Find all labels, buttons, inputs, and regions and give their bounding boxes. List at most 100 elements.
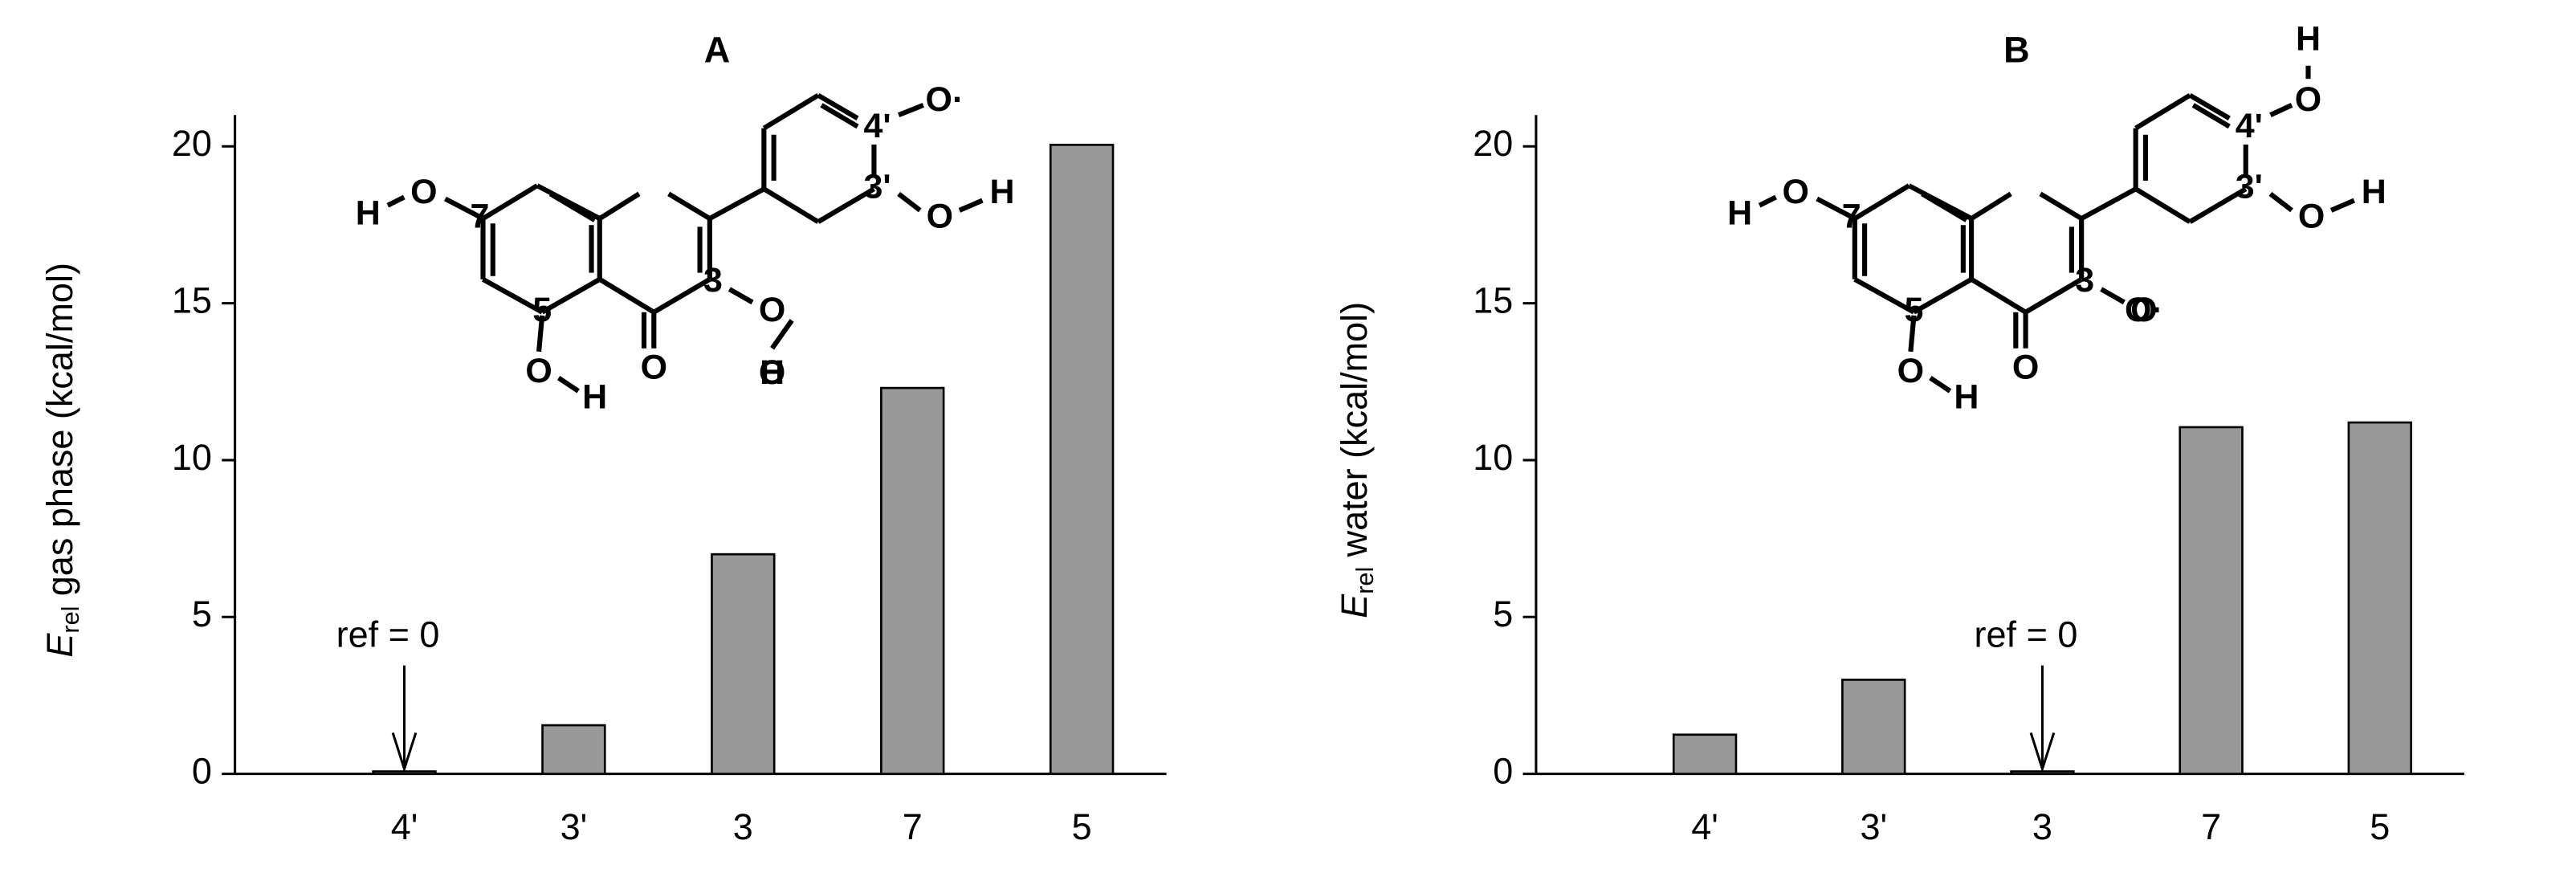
bond [2188, 93, 2231, 120]
chart-title: B [2003, 29, 2030, 70]
annotation: ref = 0 [336, 614, 440, 655]
atom-label: 5 [532, 291, 552, 329]
bond [667, 191, 711, 221]
x-tick-label: 3' [1860, 806, 1887, 847]
y-label-subscript: rel [56, 606, 84, 634]
bond [817, 186, 875, 224]
y-label-subscript: rel [1351, 567, 1379, 594]
y-tick-label: 5 [192, 593, 212, 634]
atom-label: O [1782, 173, 1808, 211]
bond [770, 319, 794, 350]
bond [1758, 194, 1777, 208]
atom-label: H [760, 353, 785, 392]
y-label-text: water (kcal/mol) [1334, 302, 1375, 558]
bond [536, 315, 545, 353]
atom-label: H [356, 194, 381, 232]
atom-label: O [759, 353, 785, 392]
bar [2179, 426, 2244, 775]
bond [444, 196, 484, 221]
y-axis-label: Erel gas phase (kcal/mol) [39, 263, 84, 658]
bar [1841, 679, 1906, 775]
y-tick-label: 0 [192, 750, 212, 791]
atom-label: O [927, 197, 953, 235]
y-label-symbol: E [1334, 593, 1375, 618]
bond [598, 277, 655, 315]
y-label-text: gas phase (kcal/mol) [39, 263, 80, 596]
atom-label: O· [2125, 291, 2163, 329]
bond [2269, 103, 2293, 117]
annotation-arrowhead [391, 732, 418, 773]
x-tick-label: 4' [1691, 806, 1718, 847]
bond [1853, 277, 1915, 315]
bond [728, 287, 754, 305]
atom-label: 3' [863, 168, 891, 206]
x-tick-label: 7 [903, 806, 923, 847]
bond [820, 103, 859, 129]
bond [2188, 186, 2248, 224]
x-tick-label: 4' [391, 806, 418, 847]
atom-label: 7 [470, 197, 489, 235]
atom-label: 3 [2075, 261, 2094, 300]
y-tick-label: 15 [1473, 280, 1513, 321]
bond [548, 191, 597, 222]
y-tick-label: 10 [172, 437, 212, 478]
atom-label: O [410, 173, 437, 211]
bond [1970, 191, 2012, 221]
bond [652, 277, 711, 315]
atom-label: 7 [1842, 197, 1861, 235]
x-tick-label: 5 [2370, 806, 2390, 847]
atom-label: H [1954, 377, 1979, 416]
atom-label: H [2296, 19, 2321, 58]
bond [598, 191, 641, 221]
bond [540, 277, 601, 315]
bond [2134, 186, 2191, 224]
atom-label: H [2362, 173, 2386, 211]
bond [958, 198, 984, 213]
bond [1921, 191, 1968, 222]
bond [2191, 103, 2231, 129]
atom-label: O [1897, 352, 1924, 390]
bond [2024, 277, 2083, 315]
bond [2329, 198, 2355, 213]
bar [541, 724, 606, 775]
bond [897, 103, 924, 118]
x-tick-label: 3 [733, 806, 753, 847]
atom-label: 5 [1905, 291, 1924, 329]
x-tick-label: 7 [2201, 806, 2221, 847]
bar [2347, 421, 2412, 775]
y-tick-label: 0 [1493, 750, 1513, 791]
y-tick-label: 15 [172, 280, 212, 321]
y-axis-label: Erel water (kcal/mol) [1334, 302, 1379, 618]
atom-label: O· [926, 80, 964, 119]
x-tick-label: 3' [560, 806, 588, 847]
atom-label: O [2012, 349, 2039, 387]
atom-label: 4' [863, 107, 891, 145]
atom-label: 3' [2236, 168, 2263, 206]
bond [1908, 315, 1917, 353]
bar [1049, 143, 1115, 775]
y-tick-label: 20 [172, 123, 212, 164]
bond [2080, 186, 2138, 221]
atom-label: H [582, 377, 607, 416]
bond [2268, 191, 2293, 213]
atom-label: H [1727, 194, 1752, 232]
bond [1970, 277, 2028, 315]
annotation: ref = 0 [1975, 614, 2078, 655]
bond [1816, 196, 1857, 221]
chart-title: A [704, 29, 731, 70]
atom-label: 3 [703, 261, 723, 300]
atom-label: 4' [2236, 107, 2263, 145]
atom-label: H [990, 173, 1015, 211]
atom-label: O [2295, 80, 2321, 119]
atom-label: O [759, 291, 785, 329]
bond [556, 375, 580, 394]
bond [1929, 375, 1952, 394]
bond [708, 186, 765, 221]
atom-label: O [641, 349, 667, 387]
bar [880, 386, 945, 775]
bond [2100, 287, 2126, 305]
